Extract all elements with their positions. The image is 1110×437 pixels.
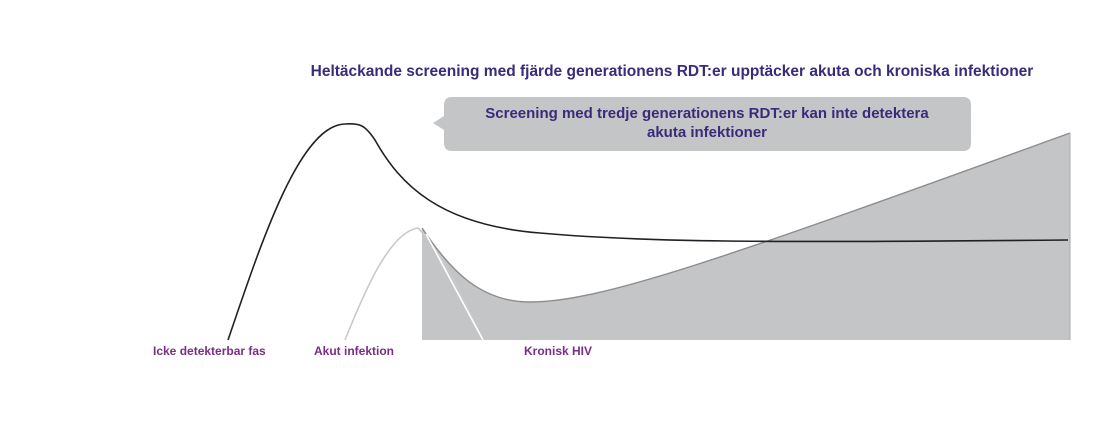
baseline-notch	[963, 340, 1071, 360]
phase-label-chronic: Kronisk HIV	[524, 344, 592, 358]
phase-label-acute: Akut infektion	[314, 344, 394, 358]
callout-bubble: Screening med tredje generationens RDT:e…	[433, 97, 971, 151]
callout-box	[433, 97, 971, 151]
fourth-gen-curve	[227, 122, 1069, 341]
third-gen-curve	[421, 132, 1071, 303]
diagram-title: Heltäckande screening med fjärde generat…	[311, 63, 1034, 80]
acute-antigen-decline	[425, 233, 484, 341]
phase-label-undetectable: Icke detekterbar fas	[153, 344, 266, 358]
acute-antigen-curve	[344, 227, 484, 341]
third-gen-detection-area	[422, 133, 1070, 340]
callout-text-line1: Screening med tredje generationens RDT:e…	[485, 105, 929, 122]
callout-text-line2: akuta infektioner	[647, 124, 767, 141]
